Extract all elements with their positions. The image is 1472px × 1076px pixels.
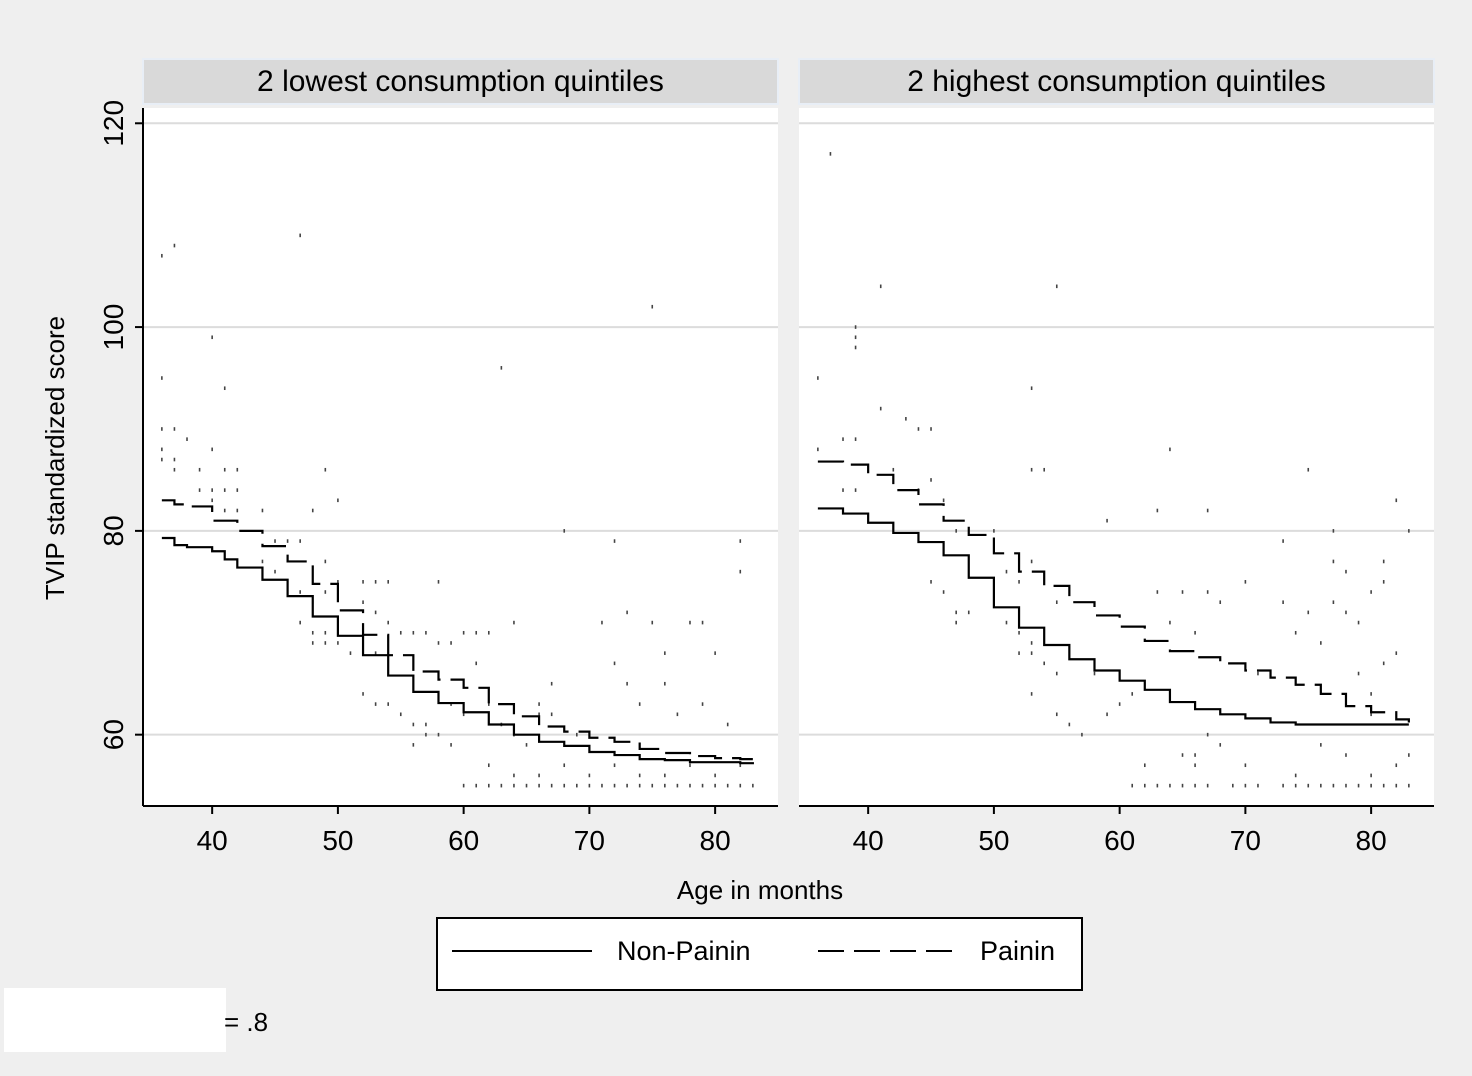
panel-2: 2 highest consumption quintiles 40 50 60 70 8… xyxy=(798,58,1435,856)
plot-area xyxy=(799,108,1434,806)
x-tick-label: 40 xyxy=(853,825,884,856)
series-line-painin xyxy=(161,499,753,761)
x-tick-label: 50 xyxy=(322,825,353,856)
y-axis-title: TVIP standardized score xyxy=(40,316,70,600)
y-tick-label: 120 xyxy=(98,100,129,147)
x-tick-label: 80 xyxy=(1356,825,1387,856)
x-tick-label: 70 xyxy=(1230,825,1261,856)
panel-strip xyxy=(142,58,779,105)
series-line-painin xyxy=(817,460,1410,723)
legend: Non-Painin Painin xyxy=(436,917,1083,991)
x-tick-label: 60 xyxy=(448,825,479,856)
x-tick-label: 70 xyxy=(574,825,605,856)
x-tick-label: 80 xyxy=(700,825,731,856)
series-line-non-painin xyxy=(161,536,754,765)
plot-area xyxy=(143,108,778,806)
x-axis-title: Age in months xyxy=(677,875,843,905)
y-tick-label: 60 xyxy=(98,719,129,750)
x-tick-label: 40 xyxy=(197,825,228,856)
x-tick-label: 60 xyxy=(1104,825,1135,856)
note-text: = .8 xyxy=(224,1007,268,1037)
panel-title: 2 highest consumption quintiles xyxy=(907,65,1326,98)
panel-strip xyxy=(798,58,1435,105)
legend-box xyxy=(436,917,1083,991)
y-tick-label: 80 xyxy=(98,515,129,546)
legend-label-non-painin: Non-Painin xyxy=(617,936,751,966)
note-box xyxy=(4,988,226,1052)
panel-1: 2 lowest consumption quintiles 40 50 60 70 80… xyxy=(98,58,779,856)
chart-root: 2 lowest consumption quintiles 40 50 60 70 80… xyxy=(98,58,1435,856)
legend-label-painin: Painin xyxy=(980,936,1055,966)
panel-title: 2 lowest consumption quintiles xyxy=(257,65,664,98)
x-tick-label: 50 xyxy=(978,825,1009,856)
y-tick-label: 100 xyxy=(98,304,129,351)
series-line-non-painin xyxy=(817,507,1409,726)
